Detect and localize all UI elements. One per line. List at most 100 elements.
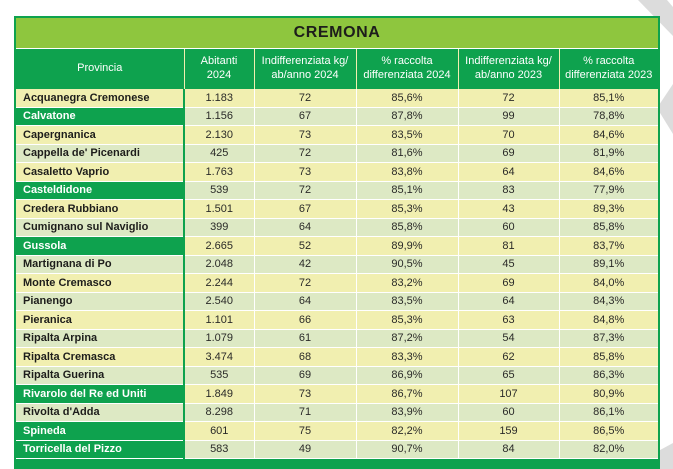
raccolta-2023-cell: 85,8% [559, 347, 658, 367]
province-cell: Ripalta Guerina [16, 366, 185, 385]
table-row: Rivolta d'Adda 8.298 71 83,9% 60 86,1% [16, 403, 658, 422]
indifferenziata-2024-cell: 68 [254, 347, 357, 367]
raccolta-2023-cell: 82,0% [559, 440, 658, 459]
table-row: Cumignano sul Naviglio 399 64 85,8% 60 8… [16, 218, 658, 237]
indifferenziata-2023-cell: 60 [458, 218, 560, 237]
indifferenziata-2024-cell: 72 [254, 273, 357, 293]
province-cell: Casteldidone [16, 181, 185, 200]
indifferenziata-2023-cell: 72 [458, 89, 560, 108]
province-cell: Capergnanica [16, 125, 185, 145]
raccolta-2024-cell: 89,9% [356, 236, 459, 256]
indifferenziata-2024-cell: 72 [254, 89, 357, 108]
abitanti-2024-cell: 2.665 [184, 236, 255, 256]
province-cell: Martignana di Po [16, 255, 185, 274]
raccolta-2023-cell: 77,9% [559, 181, 658, 200]
raccolta-2023-cell: 86,1% [559, 403, 658, 422]
table-row: Rivarolo del Re ed Uniti 1.849 73 86,7% … [16, 384, 658, 404]
abitanti-2024-cell: 1.101 [184, 310, 255, 330]
indifferenziata-2024-cell: 75 [254, 421, 357, 441]
raccolta-2024-cell: 85,3% [356, 310, 459, 330]
indifferenziata-2024-cell: 64 [254, 218, 357, 237]
indifferenziata-2024-cell: 64 [254, 292, 357, 311]
province-cell: Ripalta Arpina [16, 329, 185, 348]
raccolta-2023-cell: 89,3% [559, 199, 658, 219]
indifferenziata-2024-cell: 67 [254, 199, 357, 219]
raccolta-2023-cell: 86,5% [559, 421, 658, 441]
abitanti-2024-cell: 539 [184, 181, 255, 200]
abitanti-2024-cell: 1.183 [184, 89, 255, 108]
raccolta-2024-cell: 82,2% [356, 421, 459, 441]
indifferenziata-2024-cell: 52 [254, 236, 357, 256]
raccolta-2023-cell: 89,1% [559, 255, 658, 274]
raccolta-2023-cell: 84,6% [559, 162, 658, 182]
province-cell: Acquanegra Cremonese [16, 89, 185, 108]
indifferenziata-2023-cell: 84 [458, 440, 560, 459]
raccolta-2023-cell: 84,3% [559, 292, 658, 311]
indifferenziata-2024-cell: 69 [254, 366, 357, 385]
indifferenziata-2024-cell: 67 [254, 107, 357, 126]
raccolta-2024-cell: 83,3% [356, 347, 459, 367]
raccolta-2023-cell: 81,9% [559, 144, 658, 163]
raccolta-2024-cell: 85,3% [356, 199, 459, 219]
province-cell: Pianengo [16, 292, 185, 311]
indifferenziata-2023-cell: 64 [458, 292, 560, 311]
indifferenziata-2023-cell: 99 [458, 107, 560, 126]
abitanti-2024-cell: 1.849 [184, 384, 255, 404]
raccolta-2023-cell: 83,7% [559, 236, 658, 256]
province-cell: Monte Cremasco [16, 273, 185, 293]
province-cell: Pieranica [16, 310, 185, 330]
table-row: Calvatone 1.156 67 87,8% 99 78,8% [16, 107, 658, 126]
raccolta-2024-cell: 83,8% [356, 162, 459, 182]
indifferenziata-2023-cell: 60 [458, 403, 560, 422]
raccolta-2023-cell: 84,0% [559, 273, 658, 293]
indifferenziata-2023-cell: 65 [458, 366, 560, 385]
abitanti-2024-cell: 1.763 [184, 162, 255, 182]
raccolta-2023-cell: 80,9% [559, 384, 658, 404]
table-row: Ripalta Guerina 535 69 86,9% 65 86,3% [16, 366, 658, 385]
raccolta-2024-cell: 85,6% [356, 89, 459, 108]
indifferenziata-2024-cell: 73 [254, 384, 357, 404]
abitanti-2024-cell: 583 [184, 440, 255, 459]
raccolta-2024-cell: 83,5% [356, 292, 459, 311]
indifferenziata-2023-cell: 107 [458, 384, 560, 404]
table-row: Cappella de' Picenardi 425 72 81,6% 69 8… [16, 144, 658, 163]
province-cell: Credera Rubbiano [16, 199, 185, 219]
indifferenziata-2024-cell: 42 [254, 255, 357, 274]
table-row: Martignana di Po 2.048 42 90,5% 45 89,1% [16, 255, 658, 274]
table-row: Casteldidone 539 72 85,1% 83 77,9% [16, 181, 658, 200]
indifferenziata-2024-cell: 71 [254, 403, 357, 422]
indifferenziata-2023-cell: 69 [458, 273, 560, 293]
abitanti-2024-cell: 3.474 [184, 347, 255, 367]
raccolta-2024-cell: 81,6% [356, 144, 459, 163]
province-cell: Ripalta Cremasca [16, 347, 185, 367]
indifferenziata-2023-cell: 62 [458, 347, 560, 367]
table-row: Pieranica 1.101 66 85,3% 63 84,8% [16, 310, 658, 330]
raccolta-2023-cell: 85,1% [559, 89, 658, 108]
indifferenziata-2024-cell: 73 [254, 125, 357, 145]
column-header-raccolta-2024: % raccolta differenziata 2024 [355, 49, 458, 89]
abitanti-2024-cell: 601 [184, 421, 255, 441]
indifferenziata-2024-cell: 72 [254, 181, 357, 200]
abitanti-2024-cell: 425 [184, 144, 255, 163]
indifferenziata-2023-cell: 45 [458, 255, 560, 274]
indifferenziata-2023-cell: 64 [458, 162, 560, 182]
table-row: Pianengo 2.540 64 83,5% 64 84,3% [16, 292, 658, 311]
indifferenziata-2023-cell: 43 [458, 199, 560, 219]
table-row: Torricella del Pizzo 583 49 90,7% 84 82,… [16, 440, 658, 459]
table-row: Ripalta Arpina 1.079 61 87,2% 54 87,3% [16, 329, 658, 348]
table-row: Monte Cremasco 2.244 72 83,2% 69 84,0% [16, 273, 658, 293]
raccolta-2024-cell: 83,5% [356, 125, 459, 145]
indifferenziata-2023-cell: 63 [458, 310, 560, 330]
province-cell: Rivarolo del Re ed Uniti [16, 384, 185, 404]
abitanti-2024-cell: 399 [184, 218, 255, 237]
table-row: Credera Rubbiano 1.501 67 85,3% 43 89,3% [16, 199, 658, 219]
table-row: Casaletto Vaprio 1.763 73 83,8% 64 84,6% [16, 162, 658, 182]
abitanti-2024-cell: 2.540 [184, 292, 255, 311]
province-cell: Cappella de' Picenardi [16, 144, 185, 163]
column-header-indifferenziata-2023: Indifferenziata kg/ ab/anno 2023 [457, 49, 559, 89]
province-cell: Casaletto Vaprio [16, 162, 185, 182]
raccolta-2024-cell: 90,7% [356, 440, 459, 459]
indifferenziata-2024-cell: 66 [254, 310, 357, 330]
province-table-card: CREMONA Provincia Abitanti 2024 Indiffer… [14, 16, 660, 469]
